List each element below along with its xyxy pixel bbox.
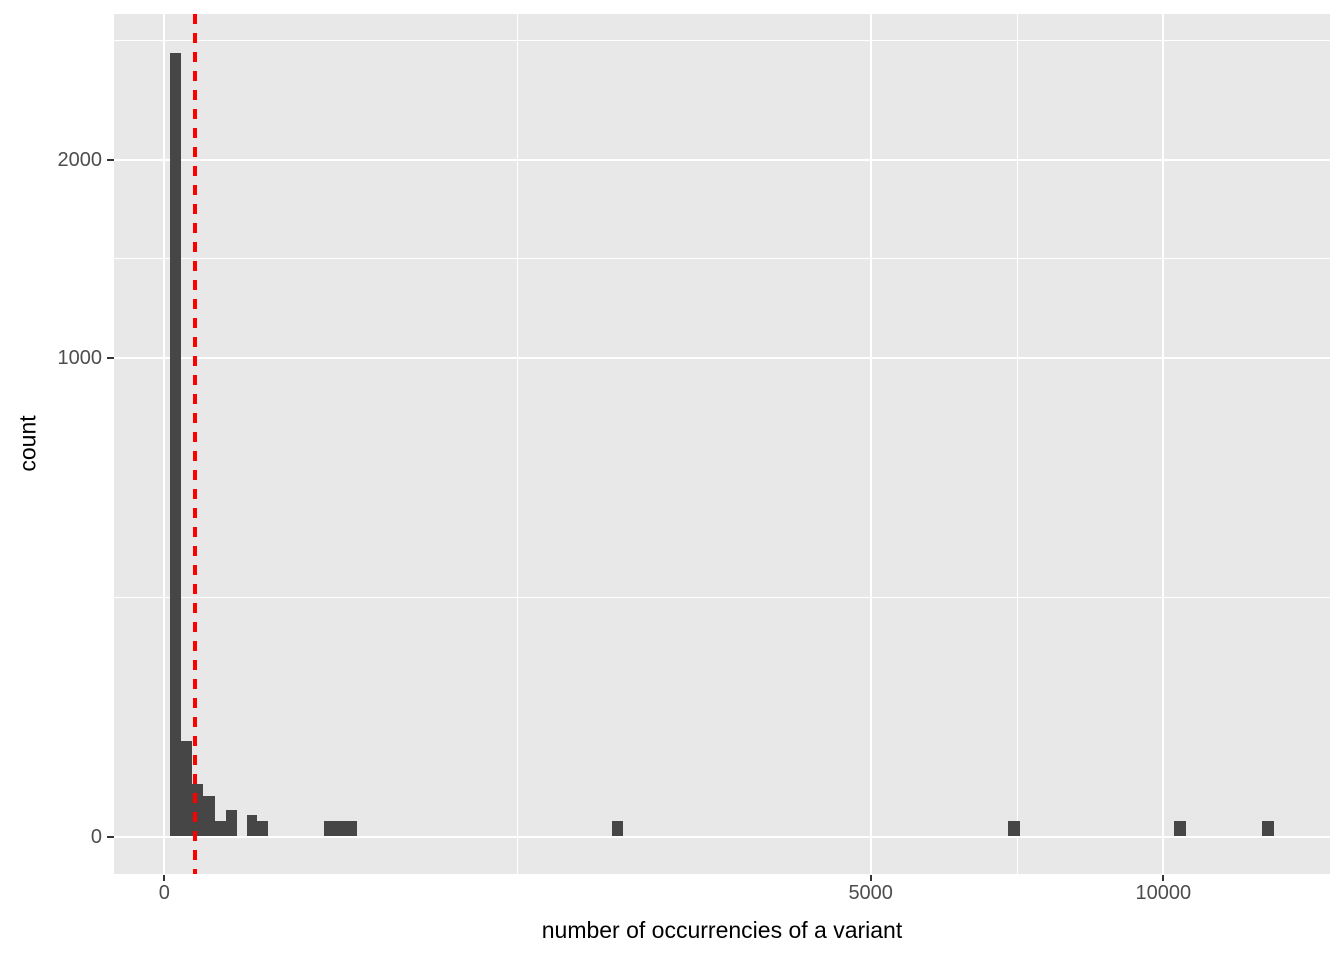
x-tick-label: 0 (158, 882, 170, 904)
threshold-dashed-line (193, 14, 198, 874)
x-tick-label: 10000 (1135, 882, 1192, 904)
y-tick-mark (107, 357, 114, 360)
histogram-bar (1173, 821, 1186, 837)
histogram-bar (611, 821, 623, 837)
histogram-bar (180, 740, 192, 837)
y-major-gridline (114, 158, 1330, 161)
plot-panel (114, 14, 1330, 874)
histogram-bar (246, 815, 258, 837)
histogram-bar (1262, 821, 1274, 837)
histogram-bar (1007, 821, 1020, 837)
y-tick-mark (107, 835, 114, 838)
histogram-bar (203, 796, 215, 837)
x-minor-gridline (1016, 14, 1018, 874)
histogram-bar (257, 821, 269, 837)
x-minor-gridline (516, 14, 518, 874)
x-axis-title: number of occurrencies of a variant (541, 917, 903, 943)
histogram-bar (324, 821, 357, 837)
y-minor-gridline (114, 40, 1330, 42)
x-tick-mark (1162, 874, 1165, 881)
y-tick-label: 0 (90, 825, 102, 848)
y-major-gridline (114, 835, 1330, 838)
y-minor-gridline (114, 258, 1330, 260)
x-tick-label: 5000 (848, 882, 893, 904)
x-tick-mark (163, 874, 166, 881)
histogram-bar (225, 810, 238, 837)
y-tick-mark (107, 158, 114, 161)
histogram-bar (192, 784, 204, 837)
y-minor-gridline (114, 596, 1330, 598)
y-tick-label: 1000 (57, 347, 103, 370)
x-tick-mark (869, 874, 872, 881)
y-axis-title: count (14, 415, 41, 472)
x-major-gridline (869, 14, 872, 874)
x-major-gridline (163, 14, 166, 874)
histogram-bar (169, 52, 181, 837)
x-major-gridline (1162, 14, 1165, 874)
histogram-bar (214, 821, 226, 837)
y-major-gridline (114, 357, 1330, 360)
y-tick-label: 2000 (57, 148, 103, 171)
